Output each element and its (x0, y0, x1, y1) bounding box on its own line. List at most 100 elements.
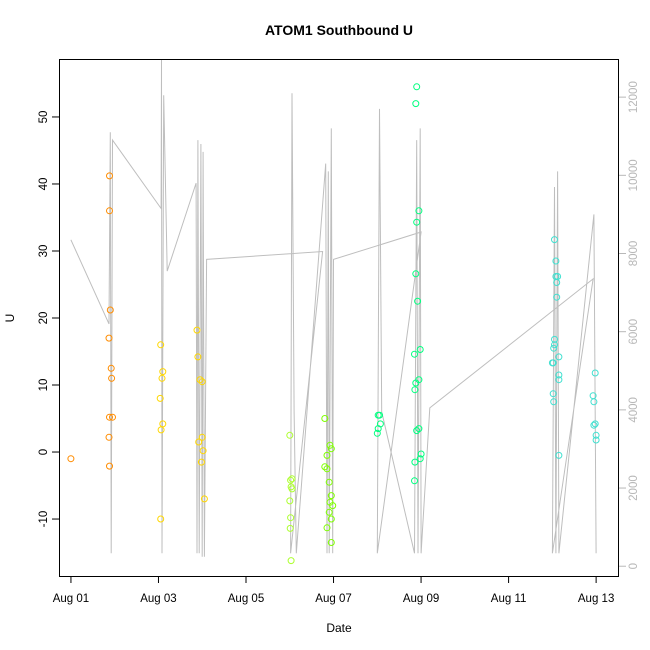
x-tick-label-0: Aug 01 (53, 593, 89, 605)
data-point-5-17 (591, 369, 599, 377)
y2-tick-label-1: 2000 (628, 475, 640, 501)
data-point-1-2 (158, 374, 166, 382)
data-point-1-7 (193, 326, 201, 334)
data-point-5-6 (551, 335, 558, 343)
data-point-5-5 (553, 293, 561, 301)
y2-tick-label-0: 0 (628, 563, 640, 569)
data-point-0-8 (109, 413, 116, 421)
data-point-1-12 (198, 433, 206, 441)
y-tick-label-1: 0 (38, 449, 50, 455)
data-point-0-6 (108, 374, 116, 382)
data-point-5-0 (551, 236, 558, 244)
x-tick-label-3: Aug 07 (315, 593, 351, 605)
data-point-4-20 (411, 458, 419, 466)
data-point-5-7 (551, 341, 558, 349)
point-series (67, 83, 600, 565)
y-tick-label-3: 20 (38, 312, 50, 325)
data-point-4-4 (373, 429, 381, 437)
data-point-2-8 (287, 557, 295, 565)
y-tick-label-4: 30 (38, 245, 50, 258)
data-point-2-1 (287, 476, 295, 484)
data-point-3-3 (323, 451, 331, 459)
data-point-2-2 (288, 475, 296, 483)
data-point-0-5 (107, 364, 115, 372)
y2-tick-label-5: 10000 (628, 159, 640, 191)
data-point-0-1 (106, 172, 113, 180)
y2-tick-label-6: 12000 (628, 81, 640, 113)
x-tick-label-5: Aug 11 (491, 593, 527, 605)
data-point-1-13 (199, 447, 207, 455)
y-axis-label: U (3, 314, 17, 323)
data-point-0-3 (106, 306, 114, 314)
data-point-5-4 (553, 279, 561, 286)
data-point-4-7 (415, 207, 423, 215)
data-point-1-3 (156, 394, 164, 402)
data-point-4-15 (411, 386, 419, 394)
data-point-5-22 (592, 431, 600, 439)
data-point-4-18 (417, 450, 425, 458)
data-point-5-12 (555, 371, 563, 379)
data-point-3-0 (321, 415, 329, 422)
data-point-1-14 (197, 458, 205, 466)
x-tick-label-4: Aug 09 (403, 593, 439, 605)
data-point-4-8 (413, 218, 421, 226)
data-point-3-5 (323, 465, 331, 473)
data-point-4-14 (412, 379, 420, 387)
data-point-4-21 (411, 477, 418, 485)
data-point-5-16 (555, 451, 563, 459)
data-point-4-1 (376, 411, 383, 419)
data-point-5-9 (555, 353, 563, 361)
data-point-0-2 (106, 207, 113, 215)
data-point-1-11 (195, 438, 203, 446)
data-point-4-5 (413, 83, 421, 91)
data-point-2-4 (288, 485, 296, 493)
series-line (70, 59, 597, 557)
line-series (70, 59, 597, 557)
data-point-3-1 (326, 441, 334, 449)
data-point-5-11 (549, 359, 557, 367)
data-point-4-9 (412, 270, 420, 278)
data-point-2-6 (287, 514, 295, 522)
data-point-5-20 (591, 420, 599, 428)
data-point-3-10 (325, 508, 333, 516)
data-point-0-0 (67, 455, 75, 463)
data-point-3-11 (327, 515, 335, 523)
data-point-3-6 (325, 478, 333, 486)
y-tick-label-0: -10 (38, 511, 50, 528)
data-point-0-7 (106, 413, 113, 421)
y-tick-label-6: 50 (38, 111, 50, 124)
data-point-0-4 (105, 334, 113, 342)
data-point-1-10 (198, 378, 206, 386)
data-point-1-0 (157, 341, 165, 349)
y2-tick-label-2: 4000 (628, 397, 640, 423)
data-point-1-6 (157, 515, 165, 523)
data-point-4-11 (416, 346, 424, 353)
y-tick-label-5: 40 (38, 178, 50, 191)
data-point-2-0 (286, 431, 294, 439)
y2-tick-label-3: 6000 (628, 319, 640, 345)
data-point-0-10 (106, 462, 113, 470)
data-point-5-14 (549, 390, 557, 398)
data-point-4-19 (416, 455, 424, 463)
data-point-5-21 (590, 421, 598, 429)
x-tick-label-6: Aug 13 (578, 593, 614, 605)
data-point-1-1 (159, 368, 167, 376)
data-point-3-12 (323, 524, 331, 532)
data-point-3-4 (321, 463, 329, 471)
y-tick-label-2: 10 (38, 379, 50, 392)
data-point-3-9 (329, 502, 337, 510)
x-tick-label-2: Aug 05 (228, 593, 264, 605)
data-point-5-15 (550, 398, 558, 406)
data-point-0-9 (105, 433, 113, 441)
data-point-5-1 (552, 257, 560, 265)
x-axis-label: Date (326, 621, 352, 635)
data-point-2-7 (286, 524, 294, 532)
data-point-1-8 (194, 353, 202, 361)
data-point-5-23 (592, 436, 600, 444)
data-point-2-5 (286, 497, 294, 505)
data-point-4-12 (411, 350, 418, 358)
data-point-3-7 (327, 492, 335, 500)
data-point-1-5 (157, 426, 165, 434)
